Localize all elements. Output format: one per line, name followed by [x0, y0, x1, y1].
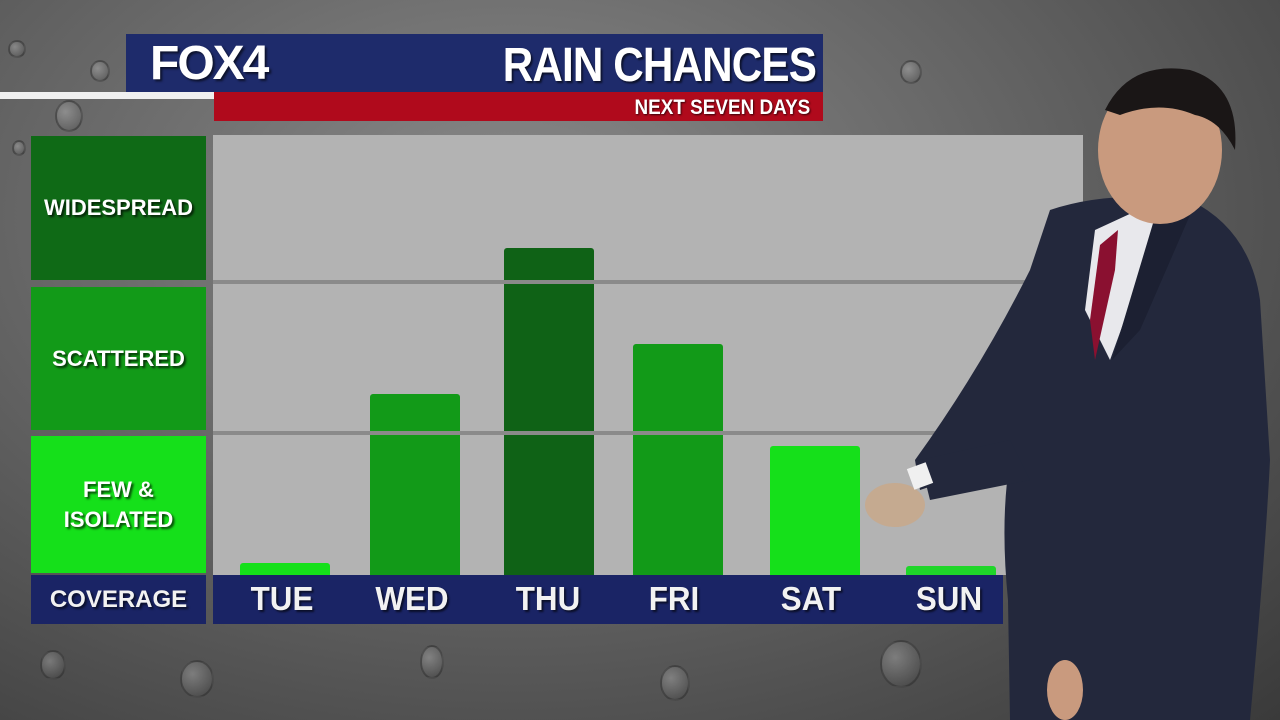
raindrop-decoration [55, 100, 83, 132]
gridline-widespread [213, 280, 1083, 284]
bar-sat [770, 446, 860, 575]
coverage-axis-label: COVERAGE [31, 575, 206, 624]
bar-sun [906, 566, 996, 575]
raindrop-decoration [40, 650, 66, 680]
raindrop-decoration [900, 60, 922, 84]
presenter-figure [865, 68, 1270, 720]
legend-few-isolated: FEW & ISOLATED [31, 436, 206, 573]
x-label-sat: SAT [780, 580, 842, 617]
subtitle-bar [214, 92, 823, 121]
graphic-subtitle: NEXT SEVEN DAYS [634, 96, 810, 119]
x-label-wed: WED [375, 580, 449, 617]
raindrop-decoration [420, 645, 444, 679]
x-label-tue: TUE [250, 580, 314, 617]
raindrop-decoration [660, 665, 690, 701]
x-axis-bar [213, 575, 1003, 624]
title-bar [126, 34, 823, 92]
raindrop-decoration [90, 60, 110, 82]
raindrop-decoration [880, 640, 922, 688]
legend-widespread: WIDESPREAD [31, 136, 206, 280]
bar-fri [633, 344, 723, 575]
bar-thu [504, 248, 594, 575]
header-accent-strip [0, 92, 214, 99]
x-label-thu: THU [515, 580, 581, 617]
fox4-logo: FOX4 [150, 37, 269, 90]
legend-scattered-label: SCATTERED [52, 345, 185, 371]
legend-few-isolated-line2: ISOLATED [63, 506, 174, 532]
raindrop-decoration [8, 40, 26, 58]
bar-wed [370, 394, 460, 575]
raindrop-decoration [180, 660, 214, 698]
x-label-fri: FRI [648, 580, 700, 617]
legend-scattered: SCATTERED [31, 287, 206, 430]
graphic-title: RAIN CHANCES [502, 39, 817, 92]
legend-widespread-label: WIDESPREAD [43, 195, 194, 220]
raindrop-decoration [12, 140, 26, 156]
gridline-scattered [213, 431, 1083, 435]
legend-few-isolated-line1: FEW & [83, 476, 154, 502]
x-label-sun: SUN [915, 580, 983, 617]
bar-tue [240, 563, 330, 575]
